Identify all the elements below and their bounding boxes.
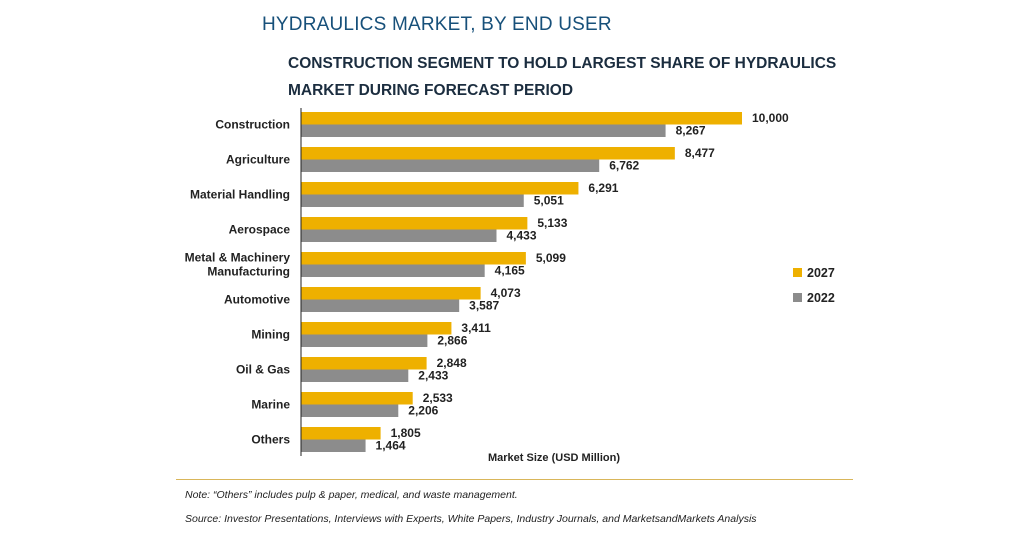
value-label-2027-2: 6,291	[588, 181, 618, 195]
source-note: Source: Investor Presentations, Intervie…	[185, 513, 757, 525]
legend-swatch-2022	[793, 293, 802, 302]
value-label-2022-3: 4,433	[506, 229, 536, 243]
legend-label-2027: 2027	[807, 266, 835, 280]
chart-subtitle: CONSTRUCTION SEGMENT TO HOLD LARGEST SHA…	[288, 55, 837, 99]
bar-2027-4	[301, 252, 526, 265]
value-label-2027-4: 5,099	[536, 251, 566, 265]
value-label-2022-9: 1,464	[376, 439, 406, 453]
category-label-line-4-0: Metal & Machinery	[185, 251, 291, 265]
legend-swatch-2027	[793, 268, 802, 277]
category-label-6: Mining	[251, 328, 290, 342]
bar-2027-1	[301, 147, 675, 160]
bar-2022-3	[301, 229, 497, 242]
bar-2022-6	[301, 334, 428, 347]
value-label-2027-6: 3,411	[461, 321, 491, 335]
value-label-2022-0: 8,267	[676, 124, 706, 138]
value-label-2022-6: 2,866	[437, 334, 467, 348]
category-label-2: Material Handling	[190, 188, 290, 202]
category-label-0: Construction	[215, 118, 290, 132]
value-label-2022-4: 4,165	[495, 264, 525, 278]
bar-2022-0	[301, 124, 666, 137]
bar-2022-9	[301, 439, 366, 452]
bar-2022-7	[301, 369, 409, 382]
category-label-line-4-1: Manufacturing	[207, 265, 290, 279]
value-label-2027-5: 4,073	[491, 286, 521, 300]
value-label-2022-2: 5,051	[534, 194, 564, 208]
legend: 2027 2022	[793, 266, 835, 305]
value-label-2022-7: 2,433	[418, 369, 448, 383]
category-label-8: Marine	[251, 398, 290, 412]
value-label-2022-1: 6,762	[609, 159, 639, 173]
category-label-3: Aerospace	[229, 223, 291, 237]
category-label-7: Oil & Gas	[236, 363, 290, 377]
bars-group: 10,000 8,267 8,477 6,762 6,291 5,051 5,1334,43…	[301, 111, 789, 453]
bar-chart: 10,000 8,267 8,477 6,762 6,291 5,051 5,1334,43…	[185, 108, 835, 464]
legend-label-2022: 2022	[807, 291, 835, 305]
bar-2022-8	[301, 404, 399, 417]
bar-2027-5	[301, 287, 481, 300]
value-label-2022-8: 2,206	[408, 404, 438, 418]
bar-2027-9	[301, 427, 381, 440]
category-label-4: Metal & Machinery Manufacturing	[185, 251, 291, 279]
bar-2022-4	[301, 264, 485, 277]
value-label-2027-3: 5,133	[537, 216, 567, 230]
chart-title: HYDRAULICS MARKET, BY END USER	[262, 14, 612, 35]
bar-2022-1	[301, 159, 600, 172]
value-label-2027-1: 8,477	[685, 146, 715, 160]
bar-2027-7	[301, 357, 427, 370]
x-axis-title: Market Size (USD Million)	[488, 452, 620, 464]
value-label-2027-8: 2,533	[423, 391, 453, 405]
bar-2027-6	[301, 322, 452, 335]
value-label-2027-0: 10,000	[752, 111, 789, 125]
category-label-5: Automotive	[224, 293, 290, 307]
bar-2027-8	[301, 392, 413, 405]
category-label-1: Agriculture	[226, 153, 290, 167]
bar-2027-2	[301, 182, 579, 195]
bar-2027-0	[301, 112, 742, 125]
category-label-9: Others	[251, 433, 290, 447]
bar-2022-5	[301, 299, 460, 312]
bar-2027-3	[301, 217, 528, 230]
value-label-2027-9: 1,805	[391, 426, 421, 440]
value-label-2022-5: 3,587	[469, 299, 499, 313]
footer-divider	[176, 479, 853, 480]
footnote: Note: “Others” includes pulp & paper, me…	[185, 489, 518, 501]
value-label-2027-7: 2,848	[437, 356, 467, 370]
category-labels-group: Construction Agriculture Material Handling…	[185, 118, 291, 447]
bar-2022-2	[301, 194, 524, 207]
